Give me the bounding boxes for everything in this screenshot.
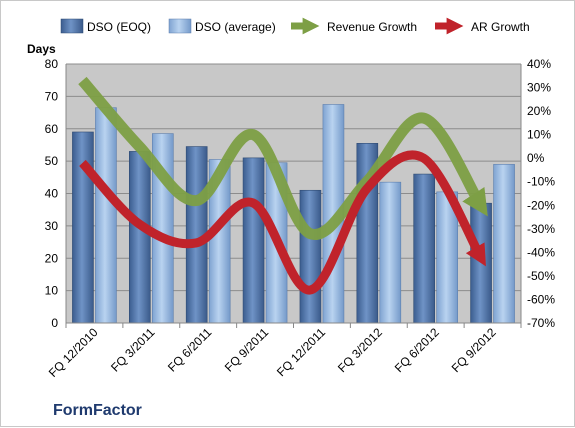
bar-dso-eoq bbox=[470, 202, 492, 324]
bar-dso-eoq bbox=[72, 131, 94, 324]
legend: DSO (EOQ) DSO (average) Revenue Growth A… bbox=[60, 17, 530, 35]
y-axis-title: Days bbox=[27, 42, 56, 56]
y2-tick-label: 30% bbox=[527, 81, 551, 95]
legend-label-revenue: Revenue Growth bbox=[327, 20, 417, 34]
legend-label-avg: DSO (average) bbox=[195, 20, 276, 34]
y-tick-label: 0 bbox=[51, 316, 58, 330]
y2-tick-label: -60% bbox=[527, 292, 555, 306]
bar-dso-average bbox=[493, 164, 515, 324]
y2-tick-label: 10% bbox=[527, 128, 551, 142]
y2-tick-label: -10% bbox=[527, 175, 555, 189]
legend-label-eoq: DSO (EOQ) bbox=[87, 20, 151, 34]
x-tick-label: FQ 12/2010 bbox=[46, 325, 101, 380]
x-tick-label: FQ 12/2011 bbox=[274, 325, 328, 379]
growth-lines bbox=[78, 76, 488, 295]
y-tick-label: 30 bbox=[45, 219, 59, 233]
x-tick-label: FQ 6/2012 bbox=[392, 325, 442, 375]
bar-dso-average bbox=[379, 181, 402, 324]
x-tick-label: FQ 9/2011 bbox=[222, 325, 272, 375]
y-tick-label: 50 bbox=[45, 154, 59, 168]
company-name: FormFactor bbox=[53, 402, 142, 419]
y-tick-label: 80 bbox=[45, 57, 59, 71]
y-tick-label: 20 bbox=[45, 251, 59, 265]
y2-tick-label: -70% bbox=[527, 316, 555, 330]
x-tick-label: FQ 3/2012 bbox=[335, 325, 385, 375]
bar-dso-eoq bbox=[299, 189, 322, 324]
y2-tick-label: 0% bbox=[527, 151, 545, 165]
y-tick-label: 60 bbox=[45, 122, 59, 136]
legend-label-ar: AR Growth bbox=[471, 20, 530, 34]
y-tick-label: 40 bbox=[45, 187, 59, 201]
y2-tick-label: -50% bbox=[527, 269, 555, 283]
y2-tick-label: -30% bbox=[527, 222, 555, 236]
y2-tick-label: -40% bbox=[527, 245, 555, 259]
bar-dso-eoq bbox=[413, 173, 435, 324]
line-ar-growth bbox=[79, 150, 486, 295]
y2-tick-label: 40% bbox=[527, 57, 551, 71]
line-revenue-growth bbox=[78, 76, 488, 240]
y-tick-label: 10 bbox=[45, 284, 59, 298]
bar-dso-eoq bbox=[129, 151, 151, 324]
x-tick-label: FQ 6/2011 bbox=[165, 325, 215, 375]
legend-swatch-eoq bbox=[60, 18, 84, 34]
legend-swatch-avg bbox=[168, 18, 192, 34]
y2-tick-label: 20% bbox=[527, 104, 551, 118]
y-tick-label: 70 bbox=[45, 89, 59, 103]
y2-tick-label: -20% bbox=[527, 198, 555, 212]
x-tick-label: FQ 9/2012 bbox=[449, 325, 499, 375]
bar-dso-average bbox=[95, 107, 117, 324]
bar-dso-eoq bbox=[242, 157, 265, 324]
x-tick-label: FQ 3/2011 bbox=[108, 325, 158, 375]
